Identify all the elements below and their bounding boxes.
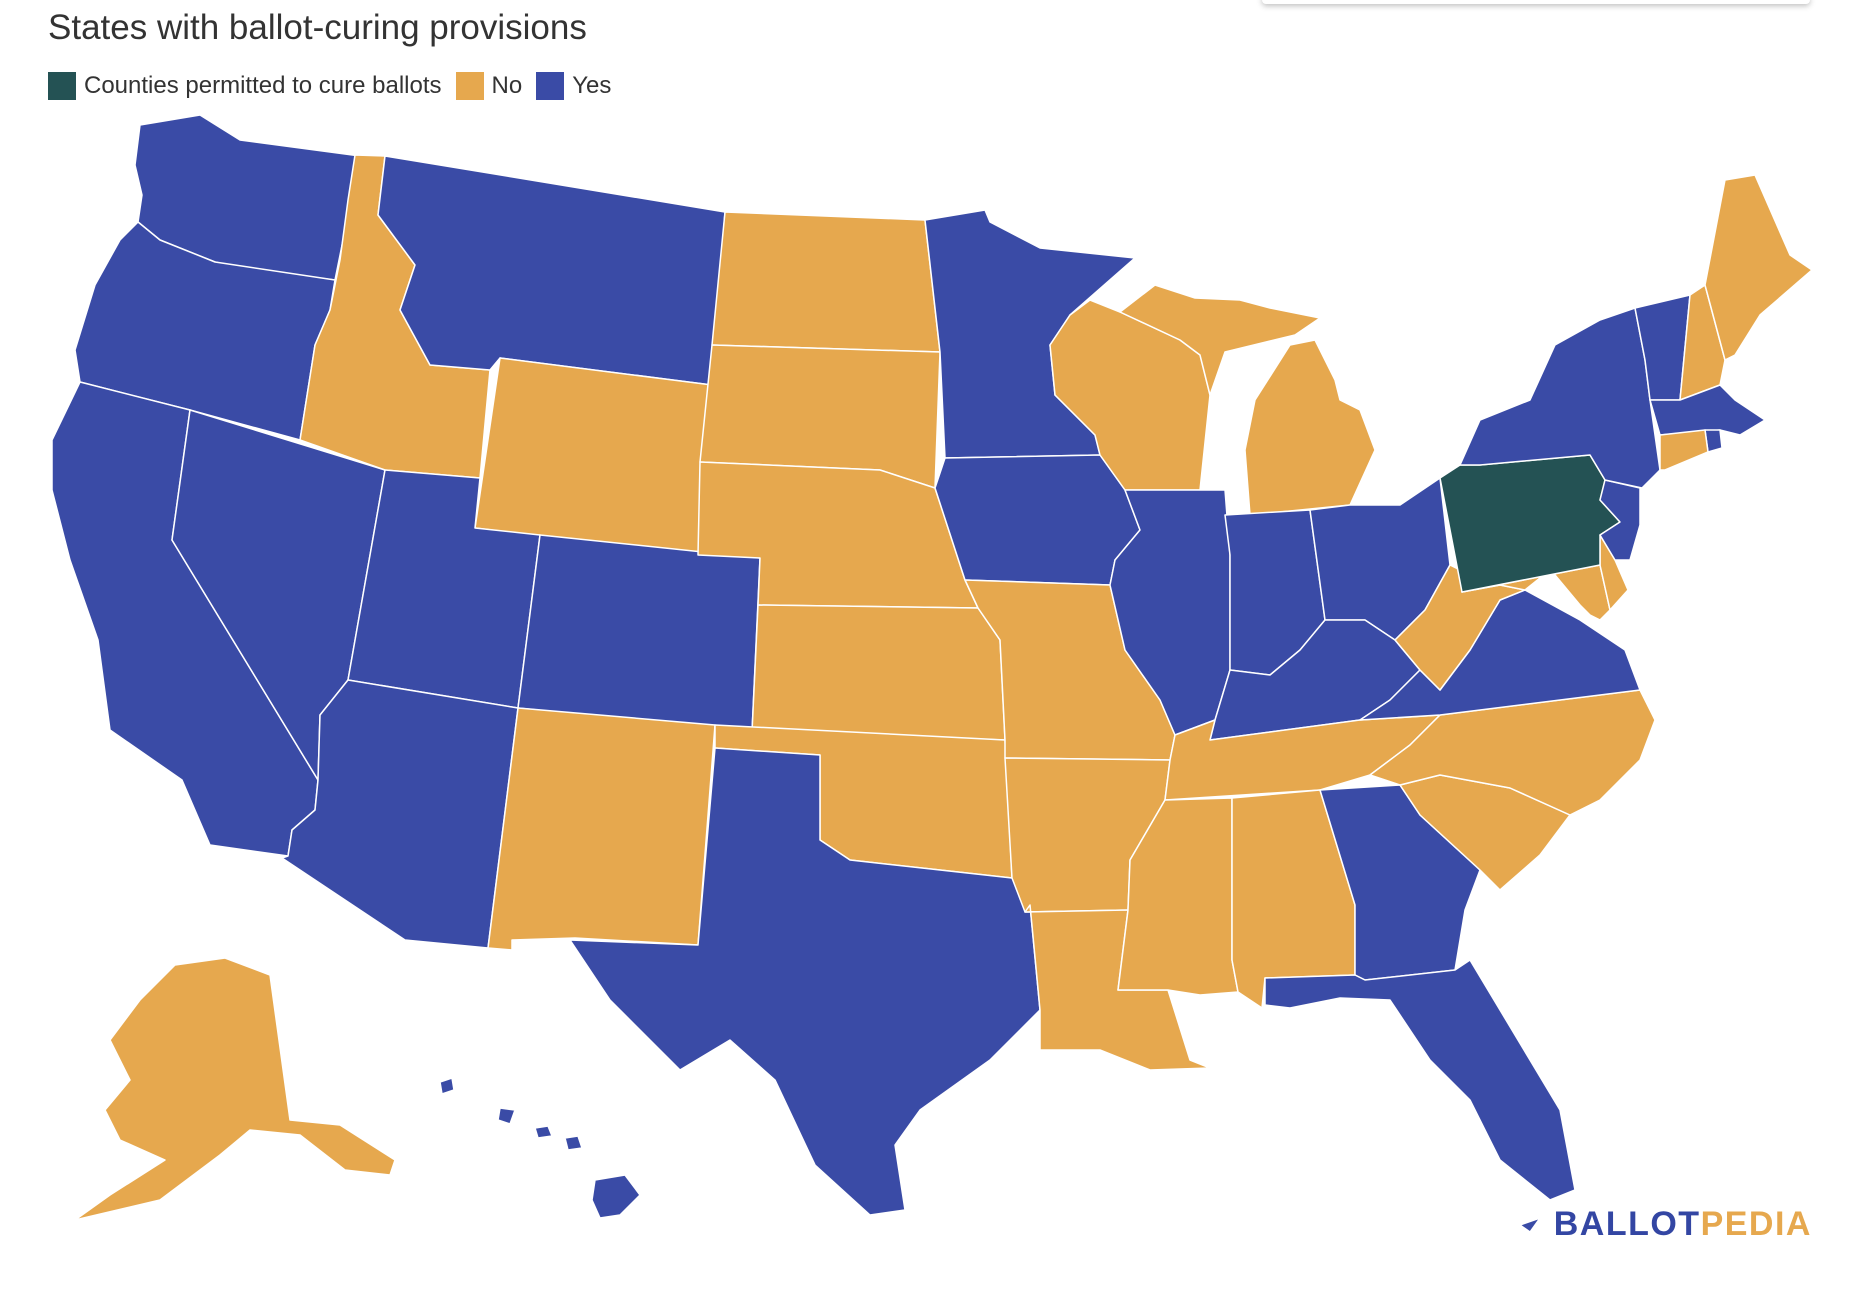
legend-item-yes: Yes [536, 72, 611, 100]
state-alaska[interactable] [74, 957, 396, 1221]
state-new-mexico[interactable] [487, 707, 716, 951]
state-wyoming[interactable] [474, 357, 713, 556]
states-layer [51, 114, 1813, 1233]
map-legend: Counties permitted to cure ballots No Ye… [48, 72, 611, 100]
top-panel-edge [1262, 0, 1810, 4]
state-kansas[interactable] [751, 604, 1006, 741]
state-texas[interactable] [569, 747, 1041, 1216]
legend-label-no: No [491, 72, 523, 99]
legend-swatch-yes [536, 72, 565, 100]
state-north-dakota[interactable] [711, 211, 941, 353]
logo-part-ballot: BALLOT [1553, 1205, 1701, 1243]
legend-label-counties: Counties permitted to cure ballots [84, 72, 442, 99]
state-montana[interactable] [377, 155, 726, 386]
legend-swatch-counties [48, 72, 76, 100]
state-maine[interactable] [1704, 174, 1813, 361]
logo-part-pedia: PEDIA [1700, 1205, 1812, 1243]
state-new-jersey[interactable] [1599, 479, 1641, 561]
legend-item-counties: Counties permitted to cure ballots [48, 72, 442, 100]
state-north-carolina[interactable] [1369, 689, 1656, 816]
map-title: States with ballot-curing provisions [48, 8, 587, 47]
state-new-hampshire[interactable] [1679, 284, 1726, 401]
state-hawaii[interactable] [439, 1077, 641, 1219]
legend-item-no: No [455, 72, 523, 100]
state-iowa[interactable] [934, 454, 1141, 586]
legend-label-yes: Yes [572, 72, 612, 99]
state-florida[interactable] [1264, 959, 1576, 1233]
state-michigan[interactable] [1119, 284, 1376, 516]
state-colorado[interactable] [517, 534, 761, 733]
legend-swatch-no [455, 72, 484, 100]
ballotpedia-logo: BALLOTPEDIA [1554, 1205, 1812, 1244]
state-connecticut[interactable] [1659, 429, 1709, 471]
